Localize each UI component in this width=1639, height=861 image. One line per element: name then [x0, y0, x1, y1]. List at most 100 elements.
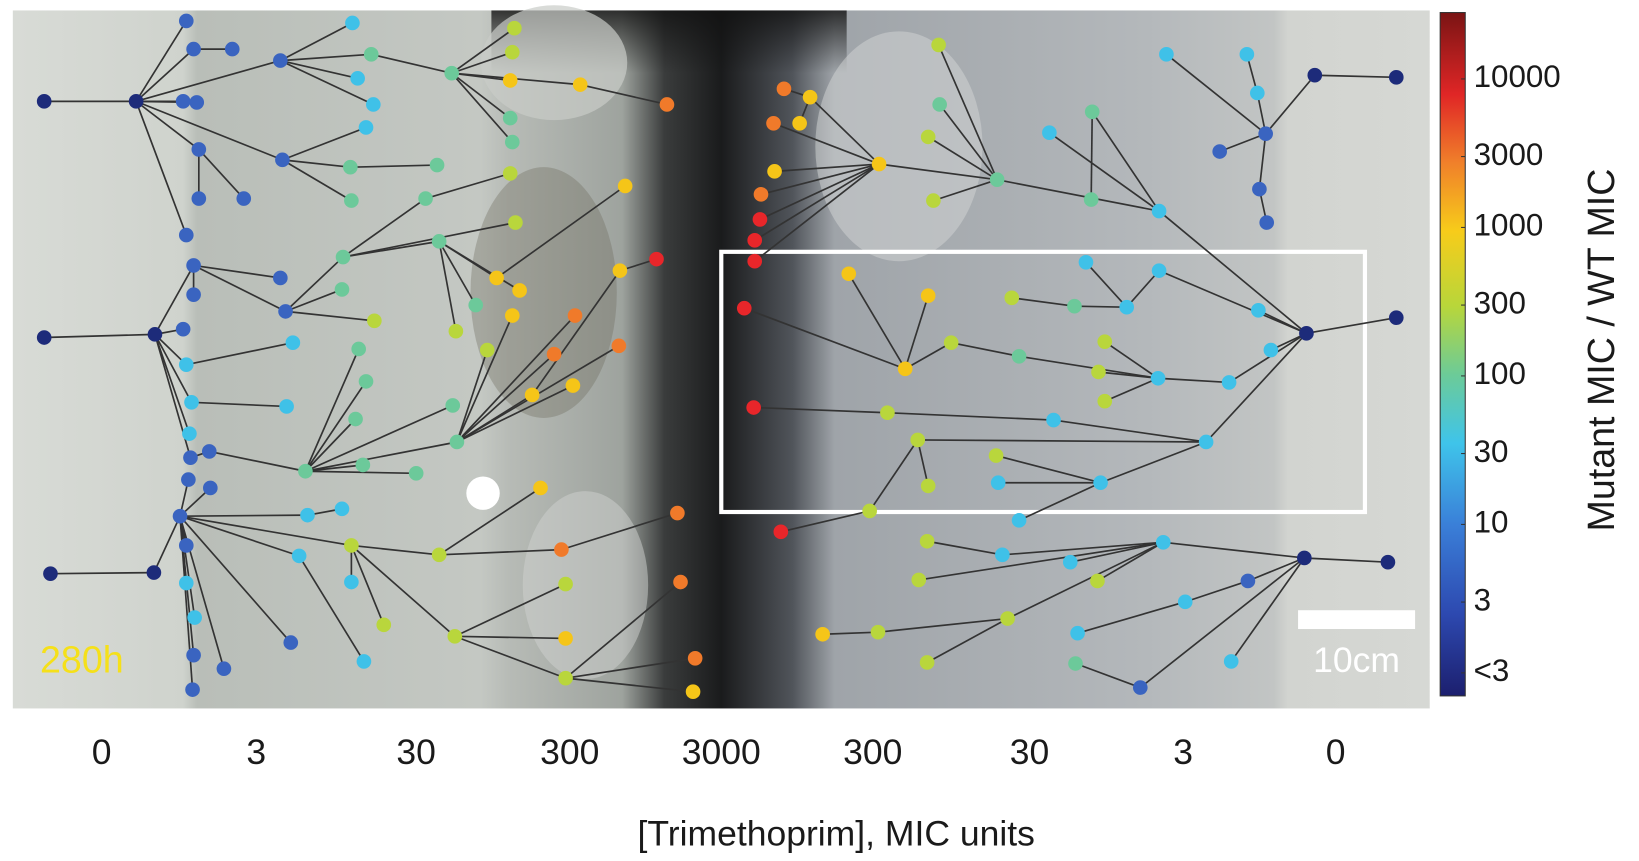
colorbar [1440, 13, 1465, 696]
mutant-node [336, 250, 351, 265]
colorbar-title: Mutant MIC / WT MIC [1580, 169, 1622, 532]
mutant-node [898, 362, 913, 377]
mutant-node [179, 228, 194, 243]
mutant-node [148, 327, 163, 342]
mutant-node [176, 94, 191, 109]
mutant-node [944, 335, 959, 350]
mutant-node [1063, 555, 1078, 570]
x-tick-label: 300 [843, 732, 902, 772]
mutant-node [995, 548, 1010, 563]
mutant-node [273, 271, 288, 286]
mutant-node [273, 53, 288, 68]
mutant-node [179, 357, 194, 372]
mutant-node [37, 330, 52, 345]
x-tick-label: 3000 [682, 732, 761, 772]
mutant-node [1251, 303, 1266, 318]
colorbar-tick-label: 10000 [1474, 59, 1561, 94]
mutant-node [1097, 394, 1112, 409]
mutant-node [1252, 182, 1267, 197]
mutant-node [225, 42, 240, 57]
mutant-node [1297, 551, 1312, 566]
mutant-node [1381, 555, 1396, 570]
mutant-node [1156, 535, 1171, 550]
mutant-node [186, 287, 201, 302]
mutant-node [911, 573, 926, 588]
mutant-node [1258, 126, 1273, 141]
figure: 280h 10cm [Trimethoprim], MIC units Muta… [0, 0, 1639, 861]
mutant-node [1091, 365, 1106, 380]
mutant-node [568, 308, 583, 323]
mutant-node [1299, 326, 1314, 341]
mutant-node [931, 38, 946, 53]
mutant-node [1151, 371, 1166, 386]
mutant-node [1093, 475, 1108, 490]
mutant-node [236, 191, 251, 206]
mutant-node [366, 97, 381, 112]
mutant-node [179, 14, 194, 29]
colorbar-tick-label: 10 [1474, 505, 1509, 540]
mutant-node [343, 160, 358, 175]
mutant-node [766, 116, 781, 131]
mutant-node [573, 77, 588, 92]
mutant-node [1085, 104, 1100, 119]
mutant-node [217, 661, 232, 676]
mutant-node [1224, 654, 1239, 669]
scale-bar-label: 10cm [1313, 640, 1400, 680]
mutant-node [356, 458, 371, 473]
mutant-node [448, 629, 463, 644]
colorbar-tick-label: 1000 [1474, 208, 1544, 243]
mutant-node [533, 481, 548, 496]
mutant-node [1250, 86, 1265, 101]
mutant-node [1212, 144, 1227, 159]
mutant-node [989, 448, 1004, 463]
mutant-node [1084, 192, 1099, 207]
mutant-node [558, 671, 573, 686]
tree-link [1091, 112, 1092, 200]
mutant-node [364, 47, 379, 62]
colorbar-tick-label: 30 [1474, 434, 1509, 469]
mutant-node [432, 234, 447, 249]
mutant-node [1068, 656, 1083, 671]
mutant-node [746, 400, 761, 415]
mutant-node [747, 254, 762, 269]
mutant-node [558, 577, 573, 592]
colorbar-tick-label: 300 [1474, 285, 1526, 320]
mutant-node [670, 506, 685, 521]
tree-link [1074, 306, 1126, 307]
mutant-node [184, 395, 199, 410]
mutant-node [283, 635, 298, 650]
mutant-node [566, 378, 581, 393]
mutant-node [450, 435, 465, 450]
mutant-node [344, 193, 359, 208]
mutant-node [1178, 595, 1193, 610]
mutant-node [803, 90, 818, 105]
mutant-node [503, 166, 518, 181]
mutant-node [344, 575, 359, 590]
mutant-node [445, 398, 460, 413]
mutant-node [753, 212, 768, 227]
mutant-node [286, 335, 301, 350]
mutant-node [910, 433, 925, 448]
mutant-node [43, 566, 58, 581]
mutant-node [505, 308, 520, 323]
mutant-node [921, 130, 936, 145]
mutant-node [1067, 299, 1082, 314]
mutant-node [921, 479, 936, 494]
mutant-node [359, 120, 374, 135]
mutant-node [357, 654, 372, 669]
mutant-node [176, 322, 191, 337]
mutant-node [1259, 215, 1274, 230]
mutant-node [525, 388, 540, 403]
mutant-node [359, 374, 374, 389]
mutant-node [503, 111, 518, 126]
mutant-node [613, 263, 628, 278]
mutant-node [932, 97, 947, 112]
mutant-node [186, 42, 201, 57]
mutant-node [344, 538, 359, 553]
mutant-node [182, 426, 197, 441]
mutant-node [991, 475, 1006, 490]
mutant-node [468, 298, 483, 313]
mutant-node [1012, 513, 1027, 528]
mutant-node [449, 324, 464, 339]
mutant-node [547, 347, 562, 362]
